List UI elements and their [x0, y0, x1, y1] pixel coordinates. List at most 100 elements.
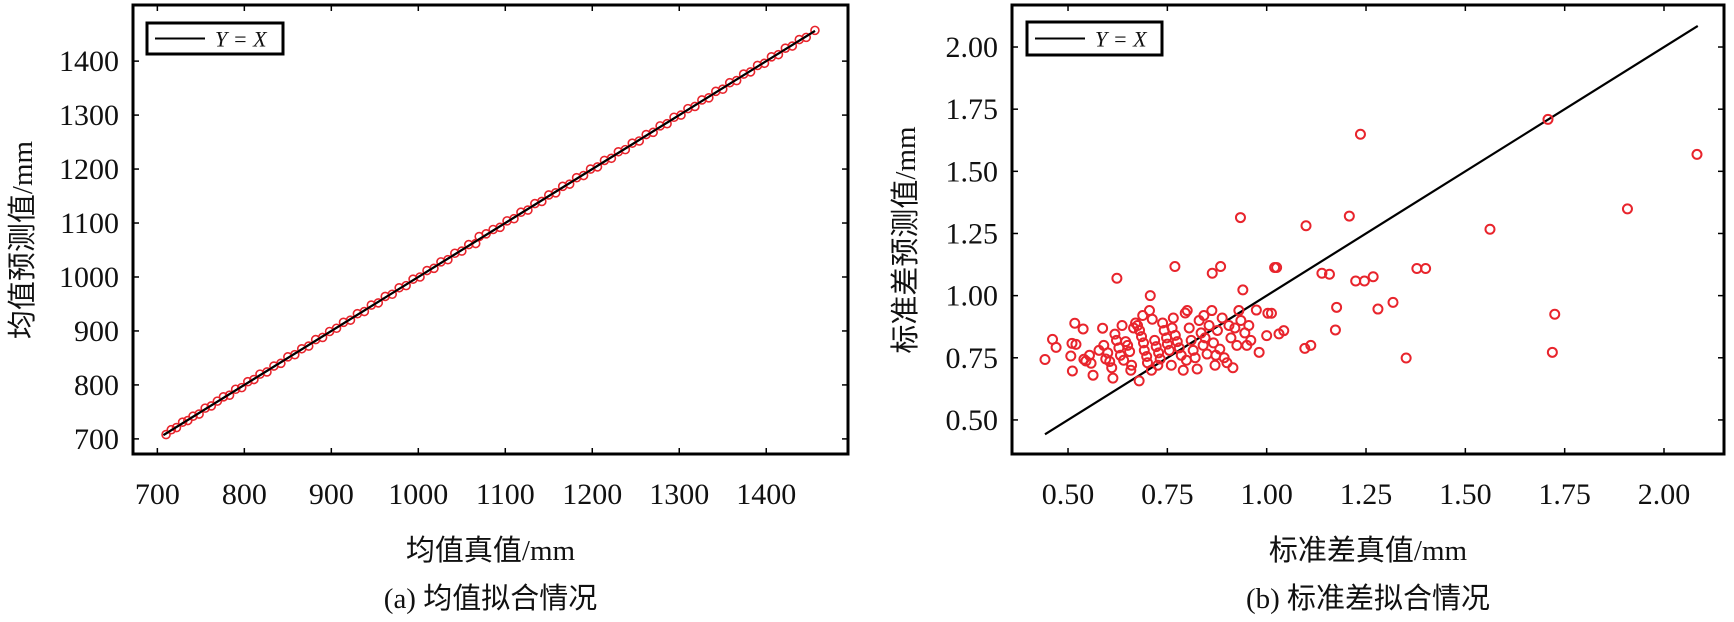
data-point	[236, 382, 247, 393]
data-point	[606, 153, 617, 164]
data-point	[1299, 342, 1311, 354]
x-tick-label: 1200	[562, 478, 622, 511]
data-point	[188, 411, 198, 422]
std-fit-chart: 0.50 0.75 1.00 1.25 1.50 1.75 2.00 0.50 0.75 1.00…	[889, 3, 1726, 615]
data-point	[1167, 312, 1179, 324]
y-tick-label: 800	[74, 369, 119, 402]
y-tick-label: 2.00	[946, 31, 999, 64]
x-axis-title: 标准差真值/mm	[1269, 534, 1468, 567]
data-point	[1144, 290, 1156, 302]
data-point	[1136, 331, 1148, 343]
data-point	[1069, 317, 1081, 329]
data-point	[1166, 322, 1178, 334]
data-point	[1484, 223, 1496, 235]
y-tick-label: 0.50	[946, 404, 999, 437]
data-point	[1216, 312, 1228, 324]
data-point	[1323, 268, 1335, 280]
data-point	[161, 429, 171, 440]
data-point	[262, 367, 272, 377]
y-tick-label: 1.75	[946, 93, 999, 126]
data-point	[523, 205, 533, 215]
data-point	[1154, 353, 1166, 365]
data-point	[345, 315, 356, 325]
data-point	[810, 25, 820, 36]
data-point	[303, 341, 314, 351]
data-point	[401, 280, 411, 291]
data-point	[1111, 272, 1123, 284]
x-tick-label: 1.25	[1340, 478, 1393, 511]
data-point	[1245, 334, 1257, 346]
figure-caption: (a) 均值拟合情况	[384, 582, 597, 615]
data-point	[1367, 271, 1379, 283]
data-point	[1152, 359, 1164, 371]
data-point	[1542, 113, 1554, 125]
data-point	[1187, 344, 1199, 356]
data-point	[1191, 363, 1203, 375]
data-point	[1358, 275, 1370, 287]
data-point	[171, 422, 182, 433]
data-point	[1134, 324, 1146, 336]
data-point	[1225, 332, 1237, 344]
data-point	[1100, 353, 1112, 365]
data-point	[620, 144, 631, 155]
data-point	[537, 196, 547, 207]
data-point	[745, 67, 756, 77]
data-point	[206, 401, 217, 411]
data-point	[1039, 354, 1051, 366]
data-point	[1125, 364, 1137, 376]
data-point	[1177, 364, 1189, 376]
data-point	[1329, 324, 1341, 336]
data-point	[243, 376, 253, 387]
data-point	[1153, 347, 1165, 359]
data-point	[1185, 334, 1197, 346]
data-point	[1223, 319, 1235, 331]
data-point	[1234, 212, 1246, 224]
y-equals-x-line	[1044, 24, 1699, 436]
data-point	[1080, 355, 1092, 367]
figure-caption: (b) 标准差拟合情况	[1246, 582, 1490, 615]
data-point	[1179, 307, 1191, 319]
data-point	[1050, 341, 1062, 353]
data-point	[1198, 310, 1210, 322]
legend-label: Y = X	[1095, 27, 1148, 52]
data-point	[564, 179, 575, 189]
data-point	[1137, 310, 1149, 322]
data-point	[359, 306, 370, 317]
data-point	[704, 93, 714, 103]
data-point	[1077, 323, 1089, 335]
data-point	[1621, 203, 1633, 215]
data-point	[1093, 344, 1105, 356]
data-point	[415, 272, 425, 282]
data-point	[773, 49, 784, 60]
data-point	[1350, 275, 1362, 287]
data-point	[443, 254, 453, 265]
data-point	[592, 162, 603, 172]
data-point	[1124, 346, 1136, 358]
data-point	[1132, 319, 1144, 331]
data-point	[1097, 322, 1109, 334]
data-point	[1138, 344, 1150, 356]
x-tick-label: 1400	[736, 478, 796, 511]
data-point	[218, 391, 229, 402]
y-axis-title: 均值预测值/mm	[6, 140, 39, 339]
data-point	[648, 127, 658, 138]
data-point	[1411, 263, 1423, 275]
data-point	[1126, 359, 1138, 371]
data-point	[1420, 263, 1432, 275]
data-point	[1181, 305, 1193, 317]
data-point	[1138, 337, 1150, 349]
y-tick-label: 0.75	[946, 342, 999, 375]
data-point	[1157, 317, 1169, 329]
data-point	[1316, 267, 1328, 279]
x-tick-label: 1.00	[1240, 478, 1293, 511]
x-tick-label: 2.00	[1638, 478, 1691, 511]
data-point	[276, 358, 286, 369]
data-point	[1206, 267, 1218, 279]
data-point	[1300, 220, 1312, 232]
data-point	[1207, 337, 1219, 349]
data-point	[1106, 362, 1118, 374]
data-point	[1180, 354, 1192, 366]
data-point	[1171, 336, 1183, 348]
data-point	[759, 58, 770, 69]
